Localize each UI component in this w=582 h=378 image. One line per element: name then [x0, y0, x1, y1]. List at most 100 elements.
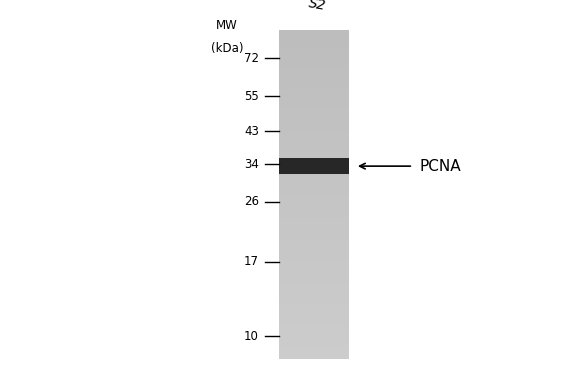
Bar [279, 152, 349, 155]
Bar [279, 287, 349, 290]
Bar [279, 119, 349, 122]
Bar [279, 274, 349, 277]
Bar [279, 185, 349, 188]
Bar [279, 30, 349, 34]
Bar [279, 79, 349, 83]
Bar [279, 73, 349, 76]
Bar [279, 37, 349, 40]
Bar [279, 109, 349, 113]
Bar [279, 303, 349, 307]
Bar [279, 63, 349, 67]
Bar [279, 201, 349, 204]
Bar [279, 142, 349, 145]
Bar [279, 149, 349, 152]
Bar [279, 40, 349, 43]
Bar [279, 53, 349, 57]
Bar [279, 178, 349, 181]
Bar [279, 320, 349, 323]
Bar [279, 342, 349, 346]
Bar [279, 251, 349, 254]
Bar [279, 139, 349, 142]
Bar [279, 218, 349, 221]
Bar [279, 146, 349, 149]
Text: PCNA: PCNA [419, 159, 461, 174]
Bar [279, 46, 349, 50]
Bar [279, 129, 349, 132]
Bar [279, 211, 349, 214]
Bar [279, 228, 349, 231]
Bar [279, 181, 349, 185]
Bar [279, 247, 349, 251]
Bar [279, 356, 349, 359]
Bar [279, 270, 349, 274]
Bar [279, 300, 349, 303]
Text: 43: 43 [244, 124, 259, 138]
Bar [279, 122, 349, 125]
Bar [279, 284, 349, 287]
Bar [279, 99, 349, 102]
Bar [279, 326, 349, 330]
Bar [279, 257, 349, 260]
Bar [279, 234, 349, 237]
Bar [279, 191, 349, 195]
Bar [279, 280, 349, 284]
Bar [279, 76, 349, 80]
Bar [279, 198, 349, 201]
Bar [279, 195, 349, 198]
Text: 17: 17 [244, 255, 259, 268]
Bar [279, 353, 349, 356]
Bar [279, 214, 349, 218]
Bar [279, 83, 349, 86]
Bar [279, 172, 349, 175]
Text: S2: S2 [307, 0, 327, 13]
Text: 55: 55 [244, 90, 259, 103]
Bar [279, 162, 349, 165]
Bar [279, 221, 349, 224]
Bar [279, 346, 349, 349]
Bar [279, 330, 349, 333]
Bar [279, 316, 349, 320]
Text: 10: 10 [244, 330, 259, 343]
Bar [279, 208, 349, 211]
Bar [279, 158, 349, 162]
Bar [279, 135, 349, 139]
Bar [279, 125, 349, 129]
Bar [279, 349, 349, 353]
Bar [279, 175, 349, 178]
Bar [279, 244, 349, 247]
Bar [279, 30, 349, 359]
Text: 26: 26 [244, 195, 259, 208]
Bar [279, 93, 349, 96]
Bar [279, 333, 349, 336]
Bar [279, 90, 349, 93]
Bar [279, 254, 349, 257]
Bar [279, 241, 349, 244]
Bar [279, 57, 349, 60]
Bar [279, 339, 349, 342]
Bar [279, 43, 349, 47]
Bar [279, 168, 349, 172]
Bar [279, 290, 349, 293]
Bar [279, 323, 349, 326]
Bar [279, 165, 349, 168]
Text: 72: 72 [244, 52, 259, 65]
Text: 34: 34 [244, 158, 259, 170]
Bar [279, 50, 349, 53]
Bar [279, 336, 349, 339]
Bar [279, 237, 349, 241]
Bar [279, 102, 349, 106]
Bar [279, 86, 349, 90]
Bar [279, 310, 349, 313]
Bar [279, 267, 349, 270]
Bar [279, 297, 349, 300]
Bar [279, 188, 349, 191]
Bar [279, 70, 349, 73]
Text: (kDa): (kDa) [211, 42, 243, 55]
Bar [279, 34, 349, 37]
Bar [279, 155, 349, 158]
Bar [279, 204, 349, 208]
Bar [279, 67, 349, 70]
Text: MW: MW [216, 19, 238, 32]
Bar [279, 106, 349, 109]
Bar [279, 224, 349, 228]
